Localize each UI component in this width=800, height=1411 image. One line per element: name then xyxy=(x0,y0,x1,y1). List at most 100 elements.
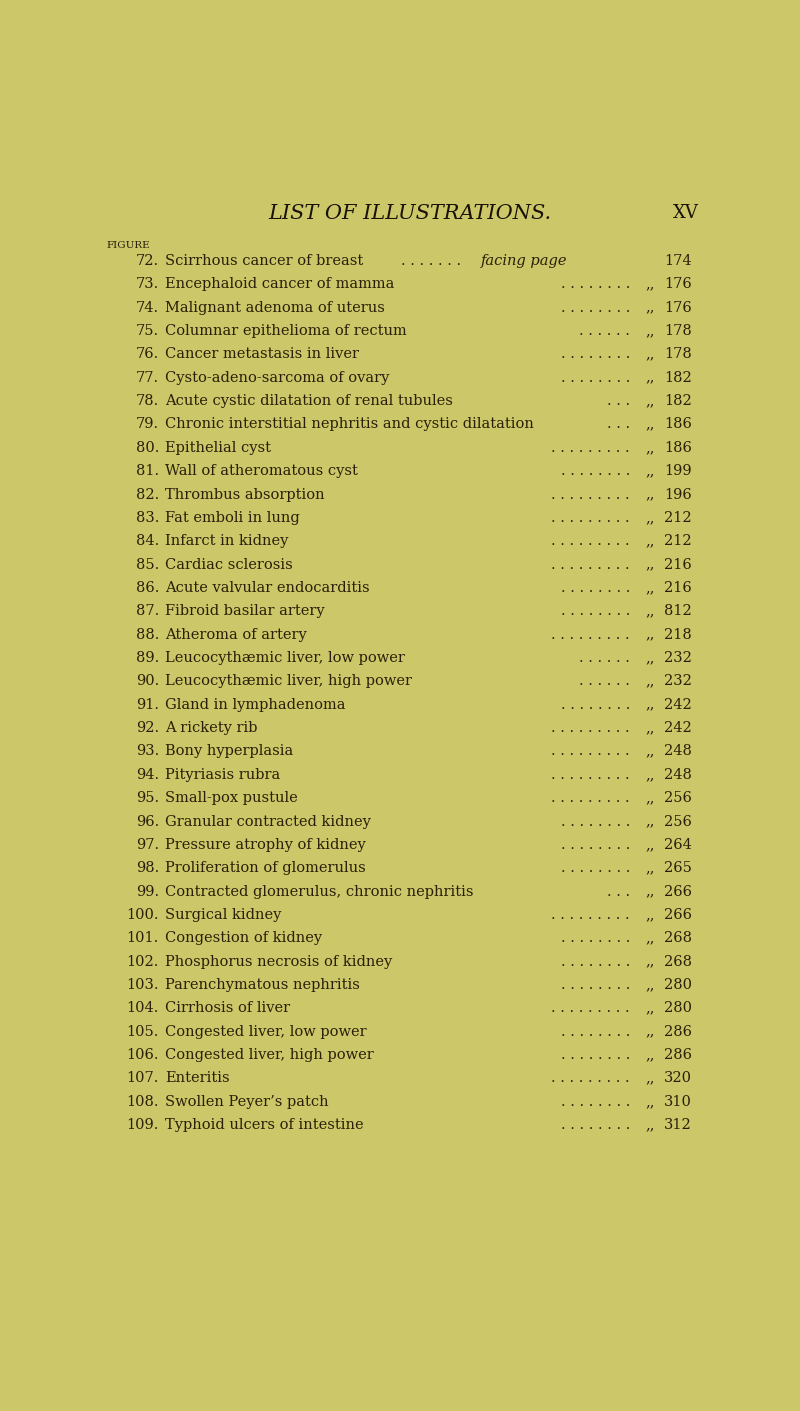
Text: 89.: 89. xyxy=(136,650,159,665)
Text: . . . . . . .: . . . . . . . xyxy=(401,254,461,268)
Text: . . . . . . . . .: . . . . . . . . . xyxy=(551,909,630,921)
Text: . . . . . . . .: . . . . . . . . xyxy=(561,931,630,945)
Text: 186: 186 xyxy=(664,440,692,454)
Text: 74.: 74. xyxy=(136,301,159,315)
Text: Epithelial cyst: Epithelial cyst xyxy=(165,440,271,454)
Text: . . . . . .: . . . . . . xyxy=(579,650,630,665)
Text: 812: 812 xyxy=(664,604,692,618)
Text: . . . . . . . . .: . . . . . . . . . xyxy=(551,792,630,806)
Text: . . . . . . . .: . . . . . . . . xyxy=(561,955,630,969)
Text: . . . . . . . . .: . . . . . . . . . xyxy=(551,1071,630,1085)
Text: ,,: ,, xyxy=(646,440,655,454)
Text: 196: 196 xyxy=(664,488,692,501)
Text: . . . . . .: . . . . . . xyxy=(579,325,630,339)
Text: . . . . . . . .: . . . . . . . . xyxy=(561,1118,630,1132)
Text: Congested liver, low power: Congested liver, low power xyxy=(165,1024,366,1038)
Text: Acute cystic dilatation of renal tubules: Acute cystic dilatation of renal tubules xyxy=(165,394,453,408)
Text: . . . . . . . . .: . . . . . . . . . xyxy=(551,535,630,549)
Text: 78.: 78. xyxy=(136,394,159,408)
Text: ,,: ,, xyxy=(646,1095,655,1109)
Text: ,,: ,, xyxy=(646,931,655,945)
Text: . . . . . . . .: . . . . . . . . xyxy=(561,301,630,315)
Text: 199: 199 xyxy=(665,464,692,478)
Text: ,,: ,, xyxy=(646,721,655,735)
Text: 212: 212 xyxy=(665,511,692,525)
Text: ,,: ,, xyxy=(646,1118,655,1132)
Text: 178: 178 xyxy=(664,325,692,339)
Text: Fibroid basilar artery: Fibroid basilar artery xyxy=(165,604,325,618)
Text: 286: 286 xyxy=(664,1048,692,1062)
Text: ,,: ,, xyxy=(646,347,655,361)
Text: . . . . . . . .: . . . . . . . . xyxy=(561,861,630,875)
Text: Cirrhosis of liver: Cirrhosis of liver xyxy=(165,1002,290,1016)
Text: 77.: 77. xyxy=(136,371,159,385)
Text: ,,: ,, xyxy=(646,838,655,852)
Text: Encephaloid cancer of mamma: Encephaloid cancer of mamma xyxy=(165,278,394,291)
Text: 90.: 90. xyxy=(136,674,159,689)
Text: Scirrhous cancer of breast: Scirrhous cancer of breast xyxy=(165,254,363,268)
Text: ,,: ,, xyxy=(646,955,655,969)
Text: 182: 182 xyxy=(664,371,692,385)
Text: Leucocythæmic liver, low power: Leucocythæmic liver, low power xyxy=(165,650,405,665)
Text: Leucocythæmic liver, high power: Leucocythæmic liver, high power xyxy=(165,674,412,689)
Text: . . . . . . . . .: . . . . . . . . . xyxy=(551,745,630,759)
Text: Congested liver, high power: Congested liver, high power xyxy=(165,1048,374,1062)
Text: ,,: ,, xyxy=(646,301,655,315)
Text: 218: 218 xyxy=(664,628,692,642)
Text: 248: 248 xyxy=(664,745,692,759)
Text: 268: 268 xyxy=(664,931,692,945)
Text: . . . . . . . .: . . . . . . . . xyxy=(561,698,630,711)
Text: 232: 232 xyxy=(664,674,692,689)
Text: XV: XV xyxy=(673,205,698,222)
Text: ,,: ,, xyxy=(646,698,655,711)
Text: 176: 176 xyxy=(664,301,692,315)
Text: Gland in lymphadenoma: Gland in lymphadenoma xyxy=(165,698,346,711)
Text: 84.: 84. xyxy=(136,535,159,549)
Text: 76.: 76. xyxy=(136,347,159,361)
Text: 232: 232 xyxy=(664,650,692,665)
Text: Acute valvular endocarditis: Acute valvular endocarditis xyxy=(165,581,370,595)
Text: 75.: 75. xyxy=(136,325,159,339)
Text: . . . . . . . .: . . . . . . . . xyxy=(561,371,630,385)
Text: . . . . . . . . .: . . . . . . . . . xyxy=(551,721,630,735)
Text: ,,: ,, xyxy=(646,371,655,385)
Text: . . . . . . . . .: . . . . . . . . . xyxy=(551,511,630,525)
Text: Pityriasis rubra: Pityriasis rubra xyxy=(165,768,280,782)
Text: 93.: 93. xyxy=(136,745,159,759)
Text: . . . . . . . .: . . . . . . . . xyxy=(561,464,630,478)
Text: . . . . . . . .: . . . . . . . . xyxy=(561,278,630,291)
Text: 186: 186 xyxy=(664,418,692,432)
Text: 87.: 87. xyxy=(136,604,159,618)
Text: Pressure atrophy of kidney: Pressure atrophy of kidney xyxy=(165,838,366,852)
Text: Granular contracted kidney: Granular contracted kidney xyxy=(165,814,371,828)
Text: 102.: 102. xyxy=(126,955,159,969)
Text: 73.: 73. xyxy=(136,278,159,291)
Text: . . .: . . . xyxy=(607,418,630,432)
Text: ,,: ,, xyxy=(646,1048,655,1062)
Text: 109.: 109. xyxy=(126,1118,159,1132)
Text: . . . . . . . .: . . . . . . . . xyxy=(561,347,630,361)
Text: 97.: 97. xyxy=(136,838,159,852)
Text: ,,: ,, xyxy=(646,278,655,291)
Text: 86.: 86. xyxy=(135,581,159,595)
Text: 85.: 85. xyxy=(136,557,159,571)
Text: 99.: 99. xyxy=(136,885,159,899)
Text: ,,: ,, xyxy=(646,604,655,618)
Text: 105.: 105. xyxy=(126,1024,159,1038)
Text: ,,: ,, xyxy=(646,488,655,501)
Text: 104.: 104. xyxy=(126,1002,159,1016)
Text: ,,: ,, xyxy=(646,745,655,759)
Text: 182: 182 xyxy=(664,394,692,408)
Text: 82.: 82. xyxy=(136,488,159,501)
Text: 91.: 91. xyxy=(136,698,159,711)
Text: 256: 256 xyxy=(664,814,692,828)
Text: . . .: . . . xyxy=(607,394,630,408)
Text: A rickety rib: A rickety rib xyxy=(165,721,258,735)
Text: 320: 320 xyxy=(664,1071,692,1085)
Text: ,,: ,, xyxy=(646,628,655,642)
Text: 176: 176 xyxy=(664,278,692,291)
Text: ,,: ,, xyxy=(646,1002,655,1016)
Text: 80.: 80. xyxy=(135,440,159,454)
Text: 280: 280 xyxy=(664,1002,692,1016)
Text: Atheroma of artery: Atheroma of artery xyxy=(165,628,307,642)
